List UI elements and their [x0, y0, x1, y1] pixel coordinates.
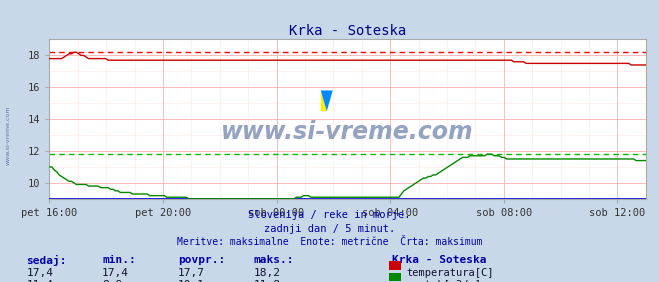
Text: zadnji dan / 5 minut.: zadnji dan / 5 minut.	[264, 224, 395, 233]
Text: 17,4: 17,4	[102, 268, 129, 278]
Text: maks.:: maks.:	[254, 255, 294, 265]
Text: 10,1: 10,1	[178, 280, 205, 282]
Polygon shape	[321, 91, 327, 111]
Title: Krka - Soteska: Krka - Soteska	[289, 24, 406, 38]
Text: 17,7: 17,7	[178, 268, 205, 278]
Text: 8,9: 8,9	[102, 280, 123, 282]
Text: min.:: min.:	[102, 255, 136, 265]
Text: temperatura[C]: temperatura[C]	[406, 268, 494, 278]
Text: www.si-vreme.com: www.si-vreme.com	[221, 120, 474, 144]
Text: 11,8: 11,8	[254, 280, 281, 282]
Text: povpr.:: povpr.:	[178, 255, 225, 265]
Text: Meritve: maksimalne  Enote: metrične  Črta: maksimum: Meritve: maksimalne Enote: metrične Črta…	[177, 237, 482, 247]
Text: www.si-vreme.com: www.si-vreme.com	[5, 106, 11, 165]
Text: 18,2: 18,2	[254, 268, 281, 278]
Text: pretok[m3/s]: pretok[m3/s]	[406, 280, 481, 282]
Text: sedaj:: sedaj:	[26, 255, 67, 266]
Text: Slovenija / reke in morje.: Slovenija / reke in morje.	[248, 210, 411, 220]
Text: 17,4: 17,4	[26, 268, 53, 278]
Text: Krka - Soteska: Krka - Soteska	[392, 255, 486, 265]
Polygon shape	[321, 91, 333, 111]
Text: 11,4: 11,4	[26, 280, 53, 282]
